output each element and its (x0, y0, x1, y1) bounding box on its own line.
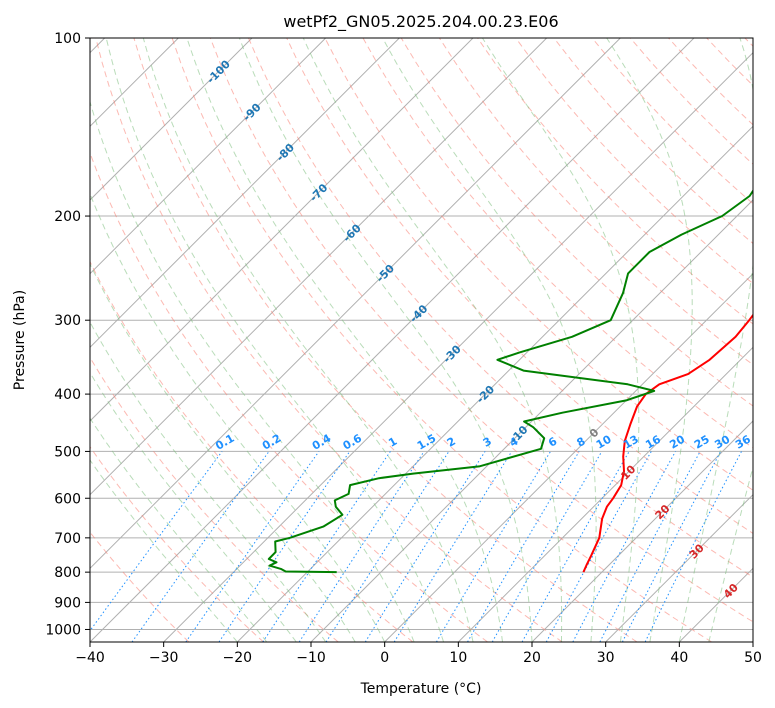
dry-adiabat (171, 38, 712, 642)
x-tick-label: 30 (597, 650, 615, 666)
y-tick-label: 700 (54, 531, 81, 547)
x-tick-label: −30 (149, 650, 179, 666)
dry-adiabat (248, 38, 753, 578)
profile-layer (267, 189, 753, 574)
moist-adiabat (142, 38, 474, 642)
isotherm-gridline (605, 493, 753, 642)
moist-adiabat (606, 38, 693, 642)
dewpoint-profile-line (267, 189, 753, 574)
x-tick-label: −40 (75, 650, 105, 666)
isotherm-gridline (90, 38, 548, 496)
y-tick-label: 800 (54, 565, 81, 581)
isotherm-gridline (90, 38, 474, 422)
mixing-ratio-line (393, 451, 513, 642)
isotherm-gridline (90, 38, 621, 570)
mixing-ratio-line (185, 451, 320, 642)
mixing-ratio-line (521, 451, 630, 642)
moist-adiabat (105, 38, 445, 642)
isotherm-gridline (384, 272, 753, 642)
dry-adiabat (209, 38, 753, 623)
moist-adiabat (90, 100, 415, 642)
x-tick-label: 40 (670, 650, 688, 666)
mixing-ratio-line (644, 451, 742, 642)
isotherm-gridline (90, 38, 695, 642)
plot-area (90, 38, 753, 642)
moist-adiabat (238, 38, 533, 642)
mixing-ratio-line (218, 451, 351, 642)
y-tick-label: 1000 (45, 622, 81, 638)
x-tick-label: 50 (744, 650, 762, 666)
plot-frame (89, 37, 754, 643)
dry-adiabat (324, 38, 753, 491)
moist-adiabat (382, 38, 597, 642)
x-tick-label: 20 (523, 650, 541, 666)
moist-adiabat (90, 417, 268, 642)
temperature-profile-line (582, 313, 753, 573)
moist-adiabat (302, 38, 563, 642)
mixing-ratio-line (262, 451, 391, 642)
x-tick-label: 0 (380, 650, 389, 666)
isotherm-gridline (90, 38, 327, 275)
y-tick-label: 300 (54, 313, 81, 329)
dry-adiabat (90, 356, 339, 642)
mixing-ratio-line (572, 451, 676, 642)
y-tick-label: 200 (54, 209, 81, 225)
x-tick-label: −10 (296, 650, 326, 666)
dry-adiabat (90, 445, 264, 642)
mixing-ratio-line (131, 451, 270, 642)
moist-adiabat (481, 38, 640, 642)
isotherm-gridline (457, 346, 753, 642)
y-tick-label: 100 (54, 31, 81, 47)
dry-adiabat (515, 38, 753, 285)
x-tick-label: 10 (449, 650, 467, 666)
moist-adiabat (90, 192, 386, 642)
dry-adiabat (95, 38, 563, 642)
dry-adiabat (286, 38, 753, 535)
y-axis-label: Pressure (hPa) (12, 290, 28, 390)
mixing-ratio-line (621, 451, 722, 642)
x-axis: −40 −30 −20 −10 0 10 20 30 40 50 (75, 642, 762, 666)
thermo-background-lines (90, 38, 753, 642)
mixing-ratio-line (298, 451, 425, 642)
moist-adiabat (90, 371, 297, 642)
x-axis-label: Temperature (°C) (360, 681, 482, 697)
moist-adiabat (90, 262, 356, 642)
isotherm-gridline (531, 420, 753, 642)
dry-adiabat (90, 260, 414, 642)
moist-adiabat (90, 321, 327, 642)
isotherm-gridline (90, 38, 253, 201)
mixing-ratio-line (545, 451, 652, 642)
moist-adiabat (678, 38, 753, 642)
y-axis: 100 200 300 400 500 600 700 800 900 1000 (45, 31, 90, 638)
isotherm-gridline (310, 199, 753, 642)
moist-adiabat (186, 38, 503, 642)
y-tick-label: 900 (54, 595, 81, 611)
isotherm-gridline (236, 125, 753, 642)
moist-adiabat (708, 465, 753, 642)
y-tick-label: 500 (54, 444, 81, 460)
chart-title: wetPf2_GN05.2025.204.00.23.E06 (283, 12, 558, 32)
y-tick-label: 400 (54, 387, 81, 403)
dry-adiabat (133, 38, 638, 642)
y-tick-label: 600 (54, 491, 81, 507)
isotherm-gridline (163, 51, 753, 642)
moist-adiabat (90, 459, 238, 642)
x-tick-label: −20 (223, 650, 253, 666)
mixing-ratio-line (325, 451, 450, 642)
mixing-ratio-line (90, 451, 223, 632)
